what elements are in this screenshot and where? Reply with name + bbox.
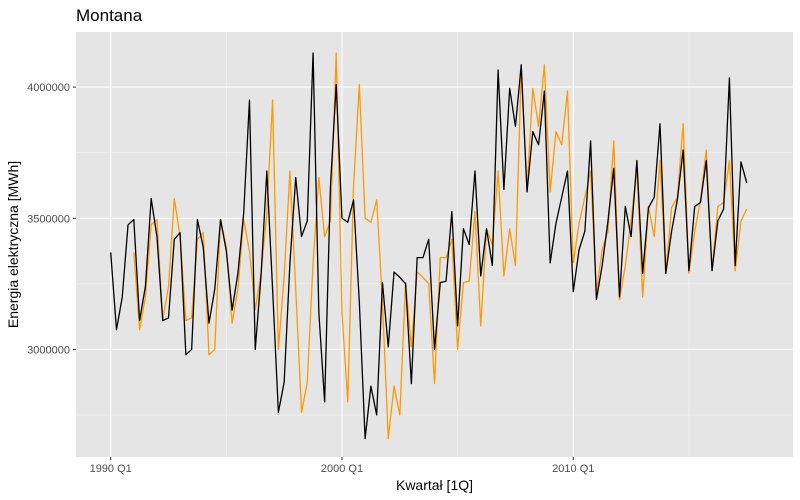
series-line-actual [110, 52, 748, 440]
plot-panel [76, 32, 793, 457]
x-tick-label: 2000 Q1 [321, 463, 363, 475]
chart-title: Montana [76, 6, 143, 25]
x-tick-label: 2010 Q1 [552, 463, 594, 475]
y-tick-label: 3000000 [27, 344, 70, 356]
y-tick-label: 3500000 [27, 213, 70, 225]
y-tick-label: 4000000 [27, 82, 70, 94]
series-line-fitted [133, 52, 748, 440]
y-axis-title: Energia elektryczna [MWh] [5, 161, 21, 328]
x-tick-label: 1990 Q1 [90, 463, 132, 475]
series-layer [110, 52, 748, 440]
x-axis-title: Kwartał [1Q] [396, 477, 473, 493]
axes: 1990 Q1 2000 Q1 2010 Q1 3000000 3500000 40000… [27, 82, 594, 475]
